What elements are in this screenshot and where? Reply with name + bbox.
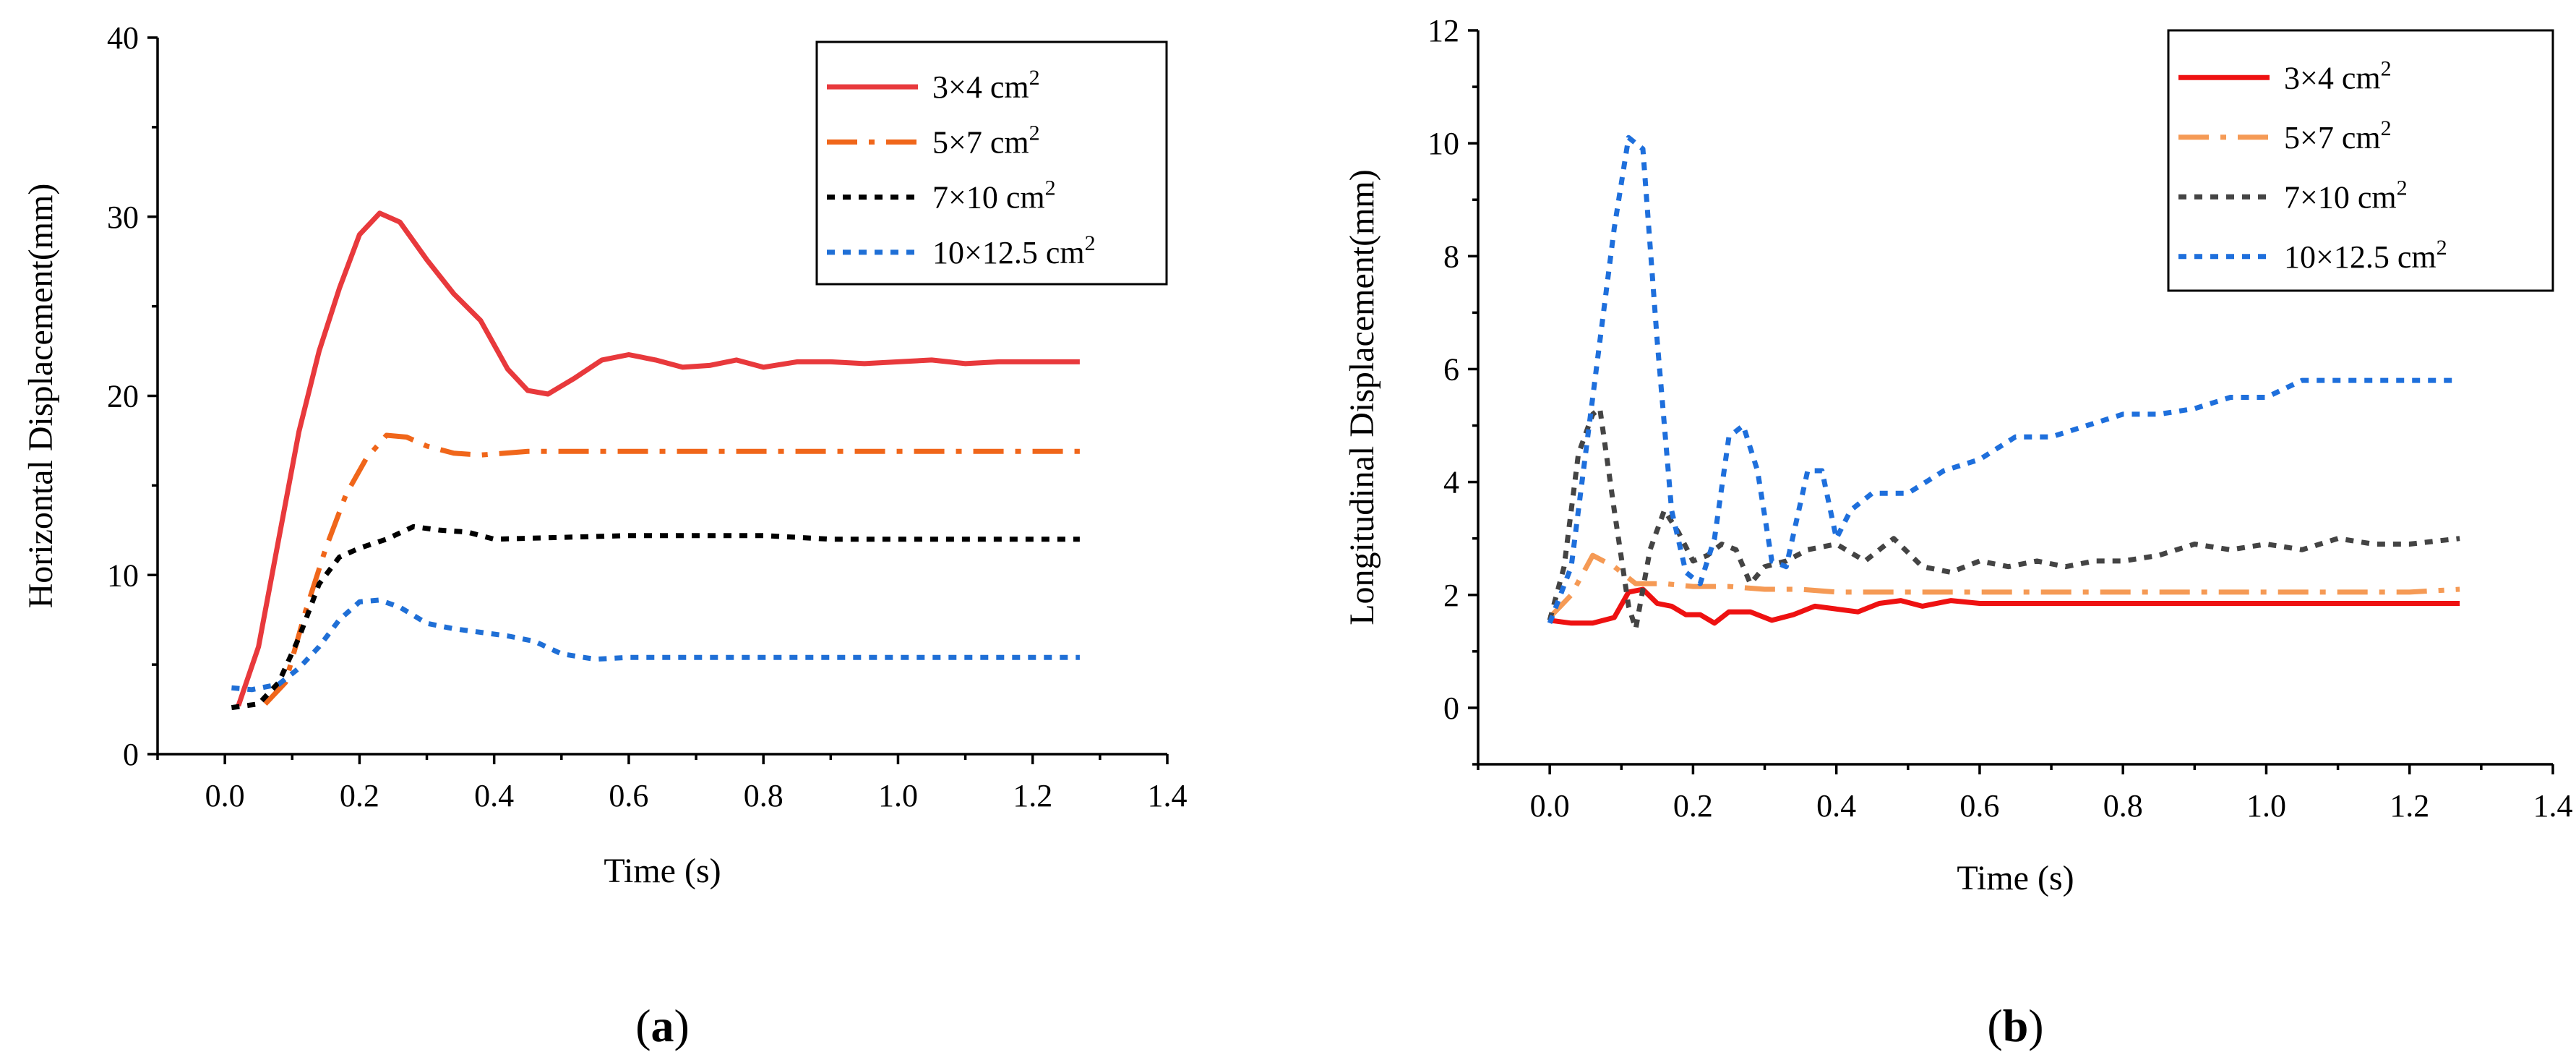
legend-label: 5×7 cm2 bbox=[2284, 116, 2392, 155]
y-tick-label: 40 bbox=[107, 20, 139, 56]
panel-label: (a) bbox=[635, 1000, 690, 1051]
x-tick-label: 1.2 bbox=[1013, 778, 1052, 813]
series-line-2 bbox=[1547, 406, 2460, 632]
x-tick-label: 0.0 bbox=[205, 778, 245, 813]
x-tick-label: 0.8 bbox=[744, 778, 783, 813]
legend-label: 10×12.5 cm2 bbox=[932, 231, 1096, 270]
legend-box bbox=[2167, 29, 2554, 292]
x-tick-label: 0.0 bbox=[1530, 788, 1570, 824]
y-axis-title: Horizontal Displacement(mm) bbox=[22, 184, 60, 609]
y-tick-label: 8 bbox=[1443, 239, 1459, 274]
y-tick-label: 12 bbox=[1427, 13, 1459, 48]
x-tick-label: 0.4 bbox=[1816, 788, 1856, 824]
x-tick-label: 0.6 bbox=[1959, 788, 1999, 824]
x-axis-title: Time (s) bbox=[604, 852, 721, 890]
legend: 3×4 cm2 5×7 cm2 7×10 cm2 10×12.5 cm2 bbox=[815, 40, 1168, 286]
legend-label: 7×10 cm2 bbox=[932, 176, 1056, 215]
y-tick-label: 10 bbox=[107, 557, 139, 593]
legend-box bbox=[815, 40, 1168, 286]
x-tick-label: 0.8 bbox=[2103, 788, 2143, 824]
y-tick-label: 30 bbox=[107, 200, 139, 235]
legend-label: 3×4 cm2 bbox=[932, 66, 1040, 105]
x-tick-label: 0.4 bbox=[474, 778, 514, 813]
legend-label: 10×12.5 cm2 bbox=[2284, 236, 2447, 275]
x-tick-label: 1.4 bbox=[1148, 778, 1188, 813]
series-line-1 bbox=[263, 432, 1080, 706]
series-line-1 bbox=[1547, 552, 2460, 620]
x-tick-label: 1.4 bbox=[2533, 788, 2573, 824]
y-axis-title: Longitudinal Displacement(mm) bbox=[1343, 169, 1381, 625]
series-line-2 bbox=[231, 523, 1080, 711]
y-tick-label: 0 bbox=[123, 737, 139, 772]
y-tick-label: 0 bbox=[1443, 691, 1459, 726]
x-tick-label: 1.0 bbox=[878, 778, 918, 813]
y-tick-label: 6 bbox=[1443, 351, 1459, 387]
x-axis-title: Time (s) bbox=[1957, 859, 2074, 897]
chart-panel-a: 0.0 0.2 0.4 0.6 0.8 1.0 1.2 1.4 0 10 20 30 40 Time (s… bbox=[22, 20, 1188, 1051]
x-tick-label: 0.2 bbox=[1673, 788, 1713, 824]
panel-label: (b) bbox=[1987, 1000, 2043, 1051]
y-tick-label: 20 bbox=[107, 379, 139, 414]
series-line-3 bbox=[231, 597, 1080, 693]
x-tick-label: 1.0 bbox=[2246, 788, 2286, 824]
y-tick-label: 4 bbox=[1443, 465, 1459, 500]
legend-label: 3×4 cm2 bbox=[2284, 56, 2392, 95]
chart-panel-b: 0.0 0.2 0.4 0.6 0.8 1.0 1.2 1.4 0 2 4 6 8 10 12 Time (s… bbox=[1343, 13, 2573, 1051]
y-tick-label: 2 bbox=[1443, 578, 1459, 613]
y-tick-label: 10 bbox=[1427, 126, 1459, 161]
legend: 3×4 cm2 5×7 cm2 7×10 cm2 10×12.5 cm2 bbox=[2167, 29, 2554, 292]
legend-label: 7×10 cm2 bbox=[2284, 176, 2408, 215]
x-tick-label: 0.2 bbox=[340, 778, 379, 813]
x-tick-label: 0.6 bbox=[609, 778, 648, 813]
series-line-3 bbox=[1547, 134, 2460, 625]
x-tick-label: 1.2 bbox=[2390, 788, 2429, 824]
series-line-0 bbox=[236, 210, 1080, 707]
legend-label: 5×7 cm2 bbox=[932, 121, 1040, 160]
